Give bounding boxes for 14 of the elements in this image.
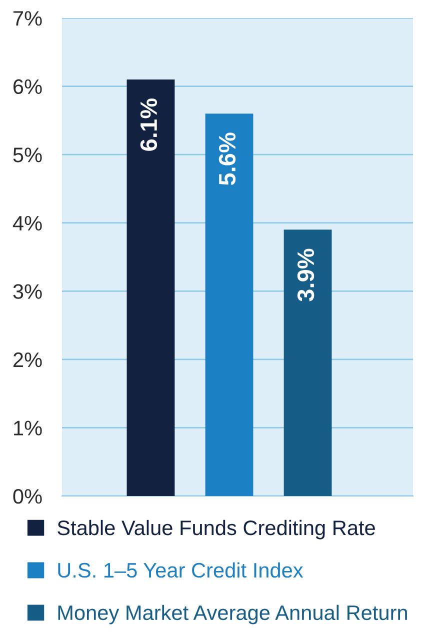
legend-label: Money Market Average Annual Return (58, 604, 407, 624)
y-tick-label: 2% (13, 352, 42, 368)
y-tick-label: 0% (13, 489, 42, 504)
text: 6.1% (140, 98, 158, 151)
y-tick-label: 3% (13, 284, 42, 299)
legend-label: Stable Value Funds Crediting Rate (58, 520, 375, 540)
text: 5.6% (218, 132, 236, 186)
legend-label: U.S. 1–5 Year Credit Index (58, 562, 304, 578)
text: 3.9% (297, 248, 314, 302)
y-tick-label: 1% (14, 420, 42, 436)
y-tick-label: 6% (14, 79, 42, 94)
y-tick-label: 5% (13, 148, 42, 162)
y-tick-label: 7% (14, 11, 42, 26)
y-tick-label: 4% (12, 216, 42, 231)
